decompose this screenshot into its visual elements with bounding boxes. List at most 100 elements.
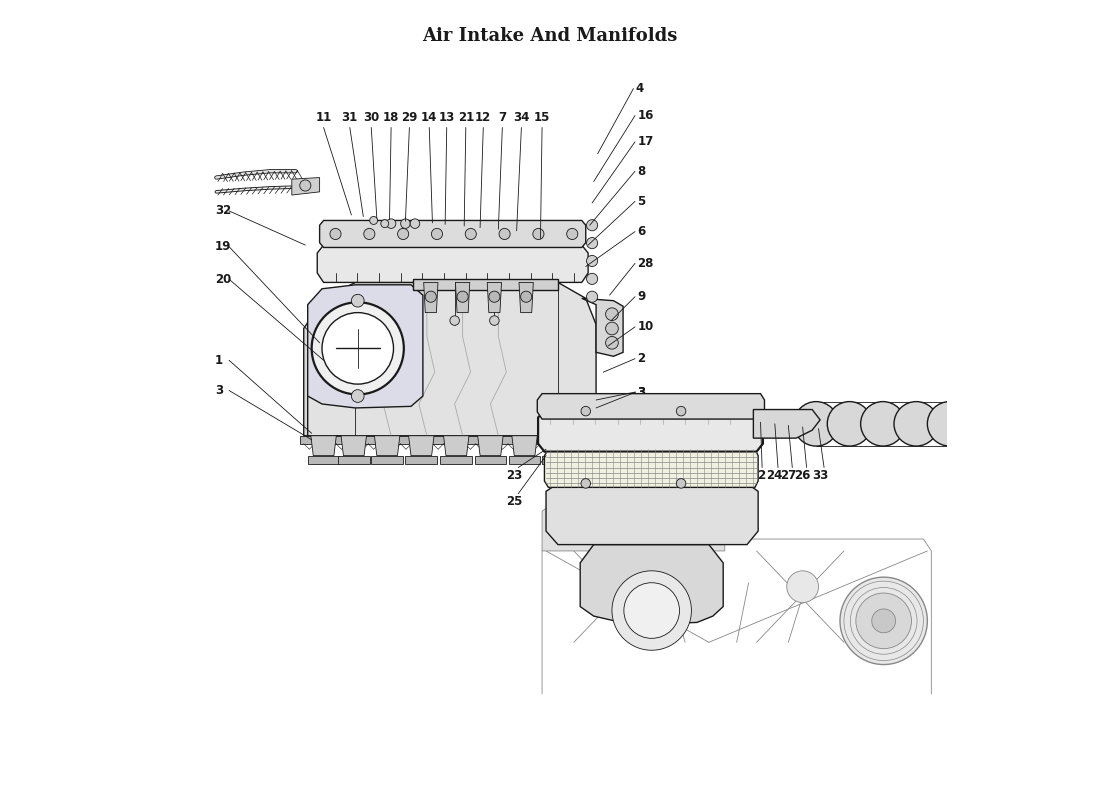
Circle shape (520, 291, 531, 302)
Circle shape (465, 229, 476, 239)
Polygon shape (304, 289, 351, 436)
Circle shape (400, 219, 410, 229)
Polygon shape (519, 282, 534, 313)
Circle shape (311, 302, 404, 394)
Circle shape (586, 274, 597, 285)
Circle shape (586, 220, 597, 230)
Text: 1: 1 (214, 354, 223, 366)
Polygon shape (754, 410, 821, 438)
Polygon shape (508, 456, 540, 463)
Circle shape (386, 219, 396, 229)
Polygon shape (477, 436, 503, 456)
Text: 10: 10 (637, 321, 653, 334)
Text: 13: 13 (439, 111, 454, 125)
Circle shape (364, 229, 375, 239)
Text: 20: 20 (214, 273, 231, 286)
Text: 18: 18 (383, 111, 399, 125)
Polygon shape (424, 282, 438, 313)
Circle shape (586, 255, 597, 266)
Polygon shape (292, 178, 320, 195)
Text: 34: 34 (514, 111, 529, 125)
Circle shape (581, 406, 591, 416)
Polygon shape (542, 456, 574, 463)
Text: 19: 19 (214, 240, 231, 253)
Circle shape (566, 229, 578, 239)
Polygon shape (487, 282, 502, 313)
Circle shape (450, 316, 460, 326)
Polygon shape (374, 436, 400, 456)
Text: 3: 3 (214, 384, 223, 397)
Polygon shape (317, 245, 588, 282)
Text: 25: 25 (506, 495, 522, 508)
Polygon shape (341, 436, 366, 456)
Polygon shape (338, 456, 370, 463)
Text: 5: 5 (637, 195, 646, 208)
Text: 29: 29 (402, 111, 418, 125)
Circle shape (488, 291, 499, 302)
Text: 14: 14 (421, 111, 438, 125)
Polygon shape (320, 221, 586, 247)
Polygon shape (538, 411, 763, 452)
Polygon shape (542, 499, 725, 551)
Circle shape (351, 294, 364, 307)
Circle shape (431, 229, 442, 239)
Polygon shape (537, 394, 764, 419)
Text: 2: 2 (637, 352, 646, 365)
Circle shape (299, 180, 311, 191)
Polygon shape (580, 545, 723, 624)
Text: 4: 4 (636, 82, 645, 95)
Circle shape (960, 402, 1005, 446)
Polygon shape (582, 298, 623, 356)
Circle shape (397, 229, 409, 239)
Circle shape (586, 291, 597, 302)
Polygon shape (308, 282, 596, 436)
Text: 33: 33 (812, 469, 828, 482)
Circle shape (606, 308, 618, 321)
Polygon shape (512, 436, 537, 456)
Polygon shape (546, 483, 758, 545)
Circle shape (794, 402, 838, 446)
Text: 31: 31 (342, 111, 358, 125)
Circle shape (872, 609, 895, 633)
Text: 3: 3 (637, 386, 646, 398)
Text: 3: 3 (637, 386, 646, 398)
Polygon shape (408, 436, 435, 456)
Text: 16: 16 (637, 109, 653, 122)
Polygon shape (406, 456, 437, 463)
Circle shape (624, 582, 680, 638)
Circle shape (490, 316, 499, 326)
Text: 9: 9 (637, 290, 646, 303)
Circle shape (786, 571, 818, 602)
Circle shape (606, 322, 618, 335)
Circle shape (499, 229, 510, 239)
Polygon shape (455, 282, 470, 313)
Polygon shape (983, 398, 999, 450)
Circle shape (612, 571, 692, 650)
Circle shape (856, 593, 912, 649)
Circle shape (860, 402, 905, 446)
Polygon shape (308, 456, 340, 463)
Polygon shape (443, 436, 469, 456)
Text: 27: 27 (780, 469, 796, 482)
Circle shape (426, 291, 437, 302)
Text: 11: 11 (316, 111, 332, 125)
Polygon shape (311, 436, 337, 456)
Polygon shape (546, 436, 571, 456)
Polygon shape (544, 450, 758, 487)
Circle shape (532, 229, 544, 239)
Polygon shape (440, 456, 472, 463)
Circle shape (827, 402, 871, 446)
Circle shape (351, 390, 364, 402)
Text: 26: 26 (794, 469, 811, 482)
Circle shape (322, 313, 394, 384)
Polygon shape (372, 456, 403, 463)
Text: 7: 7 (498, 111, 506, 125)
Text: Air Intake And Manifolds: Air Intake And Manifolds (422, 27, 678, 45)
Circle shape (927, 402, 972, 446)
Circle shape (840, 577, 927, 665)
Text: 28: 28 (637, 257, 653, 270)
Circle shape (676, 406, 686, 416)
Circle shape (586, 238, 597, 249)
Text: 32: 32 (214, 205, 231, 218)
Circle shape (370, 217, 377, 225)
